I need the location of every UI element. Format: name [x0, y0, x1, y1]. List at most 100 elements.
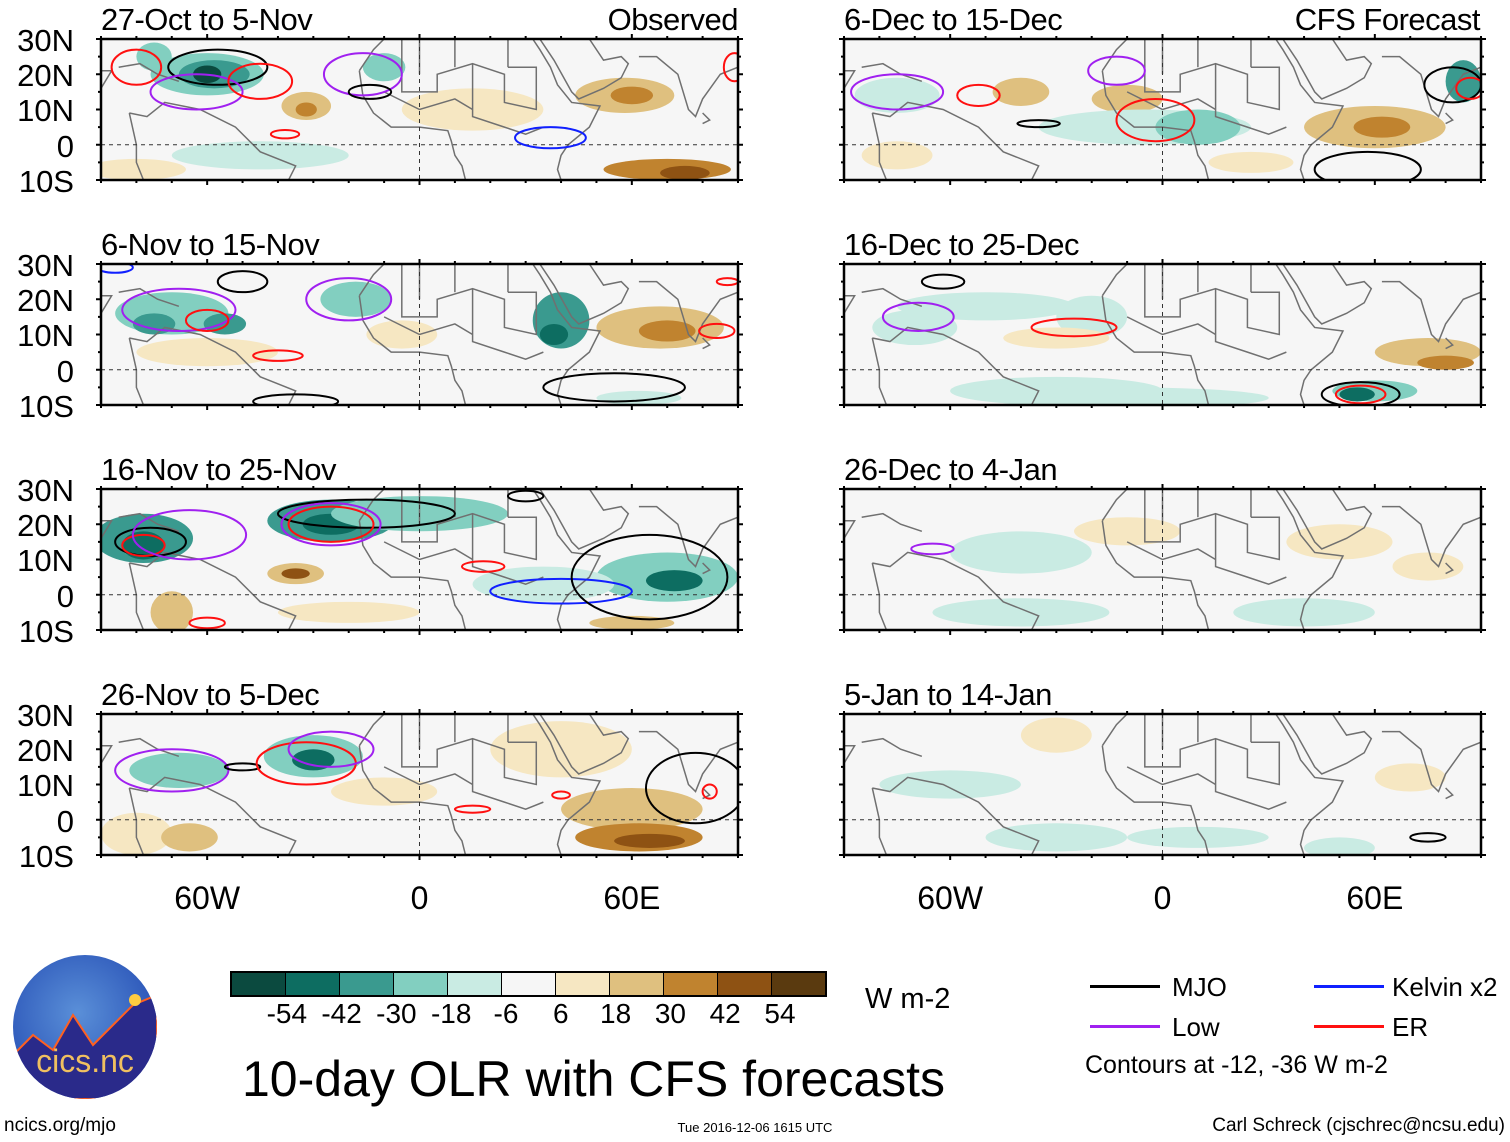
coastline [401, 489, 538, 561]
er-contour [956, 83, 1001, 107]
olr-anomaly [638, 320, 696, 342]
coastline [1214, 288, 1287, 360]
coastline [861, 512, 923, 533]
coastline [861, 737, 923, 758]
mjo-contour [216, 270, 269, 294]
panel-title: 16-Nov to 25-Nov [101, 452, 336, 487]
colorbar-label: 18 [600, 998, 632, 1029]
olr-anomaly [295, 102, 317, 117]
coastline [1332, 416, 1339, 423]
mjo-contour [1313, 150, 1422, 180]
coastline [401, 264, 538, 336]
coastline [589, 866, 596, 873]
olr-anomaly [331, 777, 438, 806]
observed-label: Observed [607, 2, 739, 37]
lon-label: 60E [603, 880, 661, 916]
er-contour [551, 790, 571, 800]
coastline [1275, 714, 1345, 855]
coastline [1144, 264, 1281, 336]
coastline [1126, 541, 1216, 561]
coastline [589, 641, 596, 648]
olr-anomaly [472, 566, 615, 602]
coastline [871, 562, 888, 630]
lat-label: 20N [17, 733, 74, 769]
coastline [532, 714, 602, 855]
panel-title: 5-Jan to 14-Jan [844, 677, 1052, 712]
coastline [589, 416, 596, 423]
footer-url[interactable]: ncics.org/mjo [4, 1115, 116, 1136]
er-contour [188, 616, 226, 630]
low-contour [121, 287, 237, 332]
lat-label: 30N [17, 248, 74, 283]
colorbar-swatch [718, 973, 772, 995]
mjo-contour [920, 273, 966, 290]
coastline [401, 714, 538, 786]
olr-anomaly [1003, 327, 1110, 349]
low-contour [280, 502, 382, 547]
colorbar-swatch [502, 973, 556, 995]
coastline [1275, 264, 1345, 405]
lon-label: 0 [1153, 880, 1172, 916]
colorbar-label: -6 [493, 998, 519, 1029]
coastline [1282, 264, 1373, 325]
coastline [1101, 745, 1210, 855]
coastline [129, 326, 297, 405]
legend-er-line [1314, 1025, 1384, 1028]
legend-kelvin-label: Kelvin x2 [1392, 972, 1498, 1002]
olr-anomaly [132, 313, 176, 335]
low-contour [131, 509, 248, 561]
colorbar-swatch [232, 973, 286, 995]
er-contour [184, 308, 230, 332]
coastline [383, 91, 473, 111]
colorbar-swatch [556, 973, 610, 995]
coastline [1214, 513, 1287, 585]
coastline [358, 264, 385, 297]
coastline [638, 280, 738, 343]
coastline [1381, 55, 1481, 118]
er-contour [227, 62, 294, 100]
coastline [1126, 316, 1216, 336]
mjo-contour [644, 751, 738, 825]
legend-mjo-label: MJO [1172, 972, 1227, 1002]
legend-low-line [1090, 1025, 1160, 1028]
legend-mjo-line [1090, 985, 1160, 988]
er-contour [269, 128, 301, 140]
olr-anomaly [320, 281, 392, 317]
coastline [1445, 787, 1454, 800]
olr-anomaly [932, 598, 1110, 627]
er-contour [722, 52, 738, 83]
coastline [1381, 730, 1481, 793]
low-contour [114, 748, 230, 793]
coastline [1214, 738, 1287, 810]
legend-er-label: ER [1392, 1012, 1429, 1042]
kelvin-contour [489, 577, 633, 605]
mjo-contour [167, 48, 269, 86]
coastline [1101, 295, 1210, 405]
olr-anomaly [1304, 837, 1375, 855]
coastline [471, 513, 544, 585]
lat-label: 0 [56, 128, 74, 164]
coastline [702, 112, 711, 125]
colorbar-swatch [448, 973, 502, 995]
olr-anomaly [277, 601, 420, 623]
lat-label: 20N [17, 58, 74, 94]
lat-label: 0 [56, 353, 74, 389]
lat-label: 20N [17, 508, 74, 544]
er-contour [698, 322, 736, 340]
legend-kelvin-line [1314, 985, 1384, 988]
colorbar-swatch [772, 973, 825, 995]
coastline [358, 745, 467, 855]
colorbar-label: 6 [553, 998, 569, 1029]
coastline [1144, 714, 1281, 786]
coastline [358, 295, 467, 405]
coastline [1101, 520, 1210, 630]
er-contour [287, 505, 375, 543]
coastline [871, 112, 888, 180]
low-contour [322, 52, 403, 97]
er-contour [1455, 76, 1481, 100]
coastline [1282, 39, 1373, 100]
coastline [129, 101, 297, 180]
mjo-contour [223, 762, 262, 772]
legend-low-label: Low [1172, 1012, 1220, 1042]
coastline [1275, 489, 1345, 630]
